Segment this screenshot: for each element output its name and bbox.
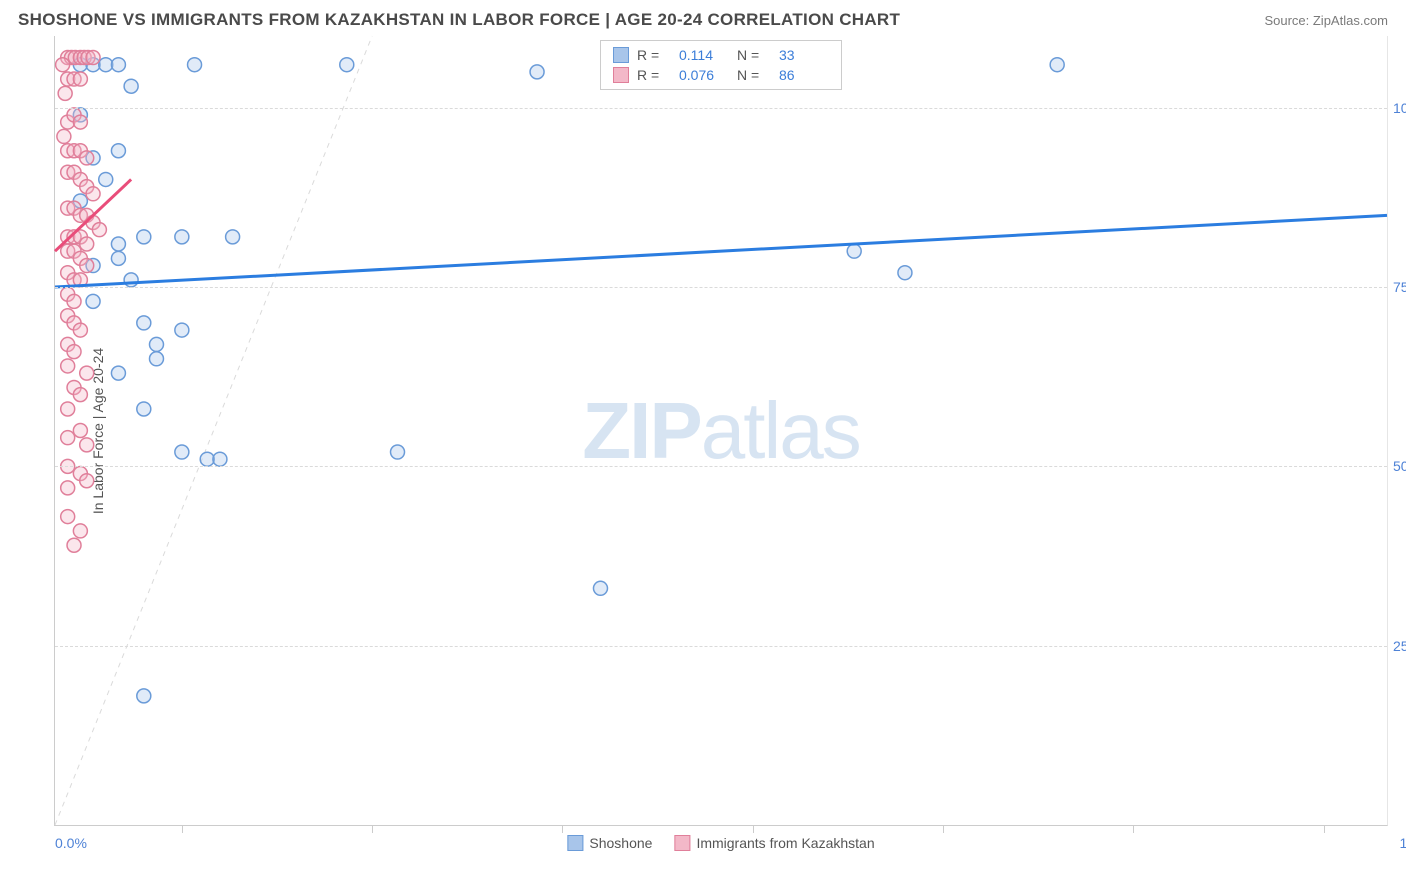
legend-n-label: N = <box>737 67 771 83</box>
y-tick-label: 25.0% <box>1393 638 1406 654</box>
legend-label-1: Immigrants from Kazakhstan <box>696 835 874 851</box>
y-tick-label: 50.0% <box>1393 458 1406 474</box>
legend-series: Shoshone Immigrants from Kazakhstan <box>567 835 874 851</box>
legend-stats: R = 0.114 N = 33 R = 0.076 N = 86 <box>600 40 842 90</box>
x-tick <box>1133 825 1134 833</box>
legend-n-label: N = <box>737 47 771 63</box>
gridline <box>55 287 1387 288</box>
gridline <box>55 646 1387 647</box>
legend-r-1: 0.076 <box>679 67 729 83</box>
legend-label-0: Shoshone <box>589 835 652 851</box>
legend-swatch-series-0 <box>613 47 629 63</box>
x-tick <box>1324 825 1325 833</box>
x-tick <box>372 825 373 833</box>
chart-title: SHOSHONE VS IMMIGRANTS FROM KAZAKHSTAN I… <box>18 10 900 30</box>
x-axis-max-label: 100.0% <box>1400 835 1406 851</box>
gridline <box>55 108 1387 109</box>
y-tick-label: 75.0% <box>1393 279 1406 295</box>
legend-n-1: 86 <box>779 67 829 83</box>
x-tick <box>562 825 563 833</box>
legend-swatch-series-1 <box>613 67 629 83</box>
legend-r-label: R = <box>637 67 671 83</box>
x-tick <box>182 825 183 833</box>
chart-svg <box>55 36 1387 825</box>
source-label: Source: ZipAtlas.com <box>1264 13 1388 28</box>
legend-r-0: 0.114 <box>679 47 729 63</box>
legend-n-0: 33 <box>779 47 829 63</box>
gridline <box>55 466 1387 467</box>
legend-swatch-series-1 <box>674 835 690 851</box>
x-axis-min-label: 0.0% <box>55 835 87 851</box>
x-tick <box>943 825 944 833</box>
legend-r-label: R = <box>637 47 671 63</box>
x-tick <box>753 825 754 833</box>
legend-swatch-series-0 <box>567 835 583 851</box>
y-tick-label: 100.0% <box>1393 100 1406 116</box>
scatter-plot: In Labor Force | Age 20-24 ZIPatlas R = … <box>54 36 1388 826</box>
